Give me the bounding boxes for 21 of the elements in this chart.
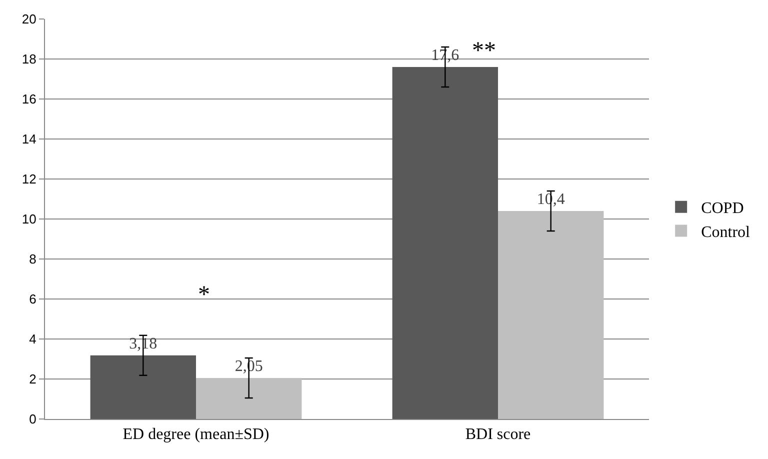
y-tick-label: 12 xyxy=(22,172,36,187)
annotation: * xyxy=(198,282,210,308)
bar xyxy=(90,355,196,419)
x-tick-label: BDI score xyxy=(465,426,531,444)
y-tick-label: 8 xyxy=(29,252,36,267)
y-tick-label: 4 xyxy=(29,332,36,347)
y-tick-label: 0 xyxy=(29,412,36,427)
x-tick-label: ED degree (mean±SD) xyxy=(122,426,270,444)
y-tick-label: 20 xyxy=(22,12,36,27)
bar xyxy=(196,378,302,419)
y-tick-label: 10 xyxy=(22,212,36,227)
bar xyxy=(498,211,604,419)
y-tick-label: 16 xyxy=(22,92,36,107)
legend-label: Control xyxy=(701,224,751,241)
y-tick-label: 6 xyxy=(29,292,36,307)
bar xyxy=(392,67,498,419)
y-tick-label: 18 xyxy=(22,52,36,67)
legend-label: COPD xyxy=(701,200,744,218)
annotation: ** xyxy=(472,38,496,64)
y-tick-label: 2 xyxy=(29,372,36,387)
y-tick-label: 14 xyxy=(22,132,36,147)
